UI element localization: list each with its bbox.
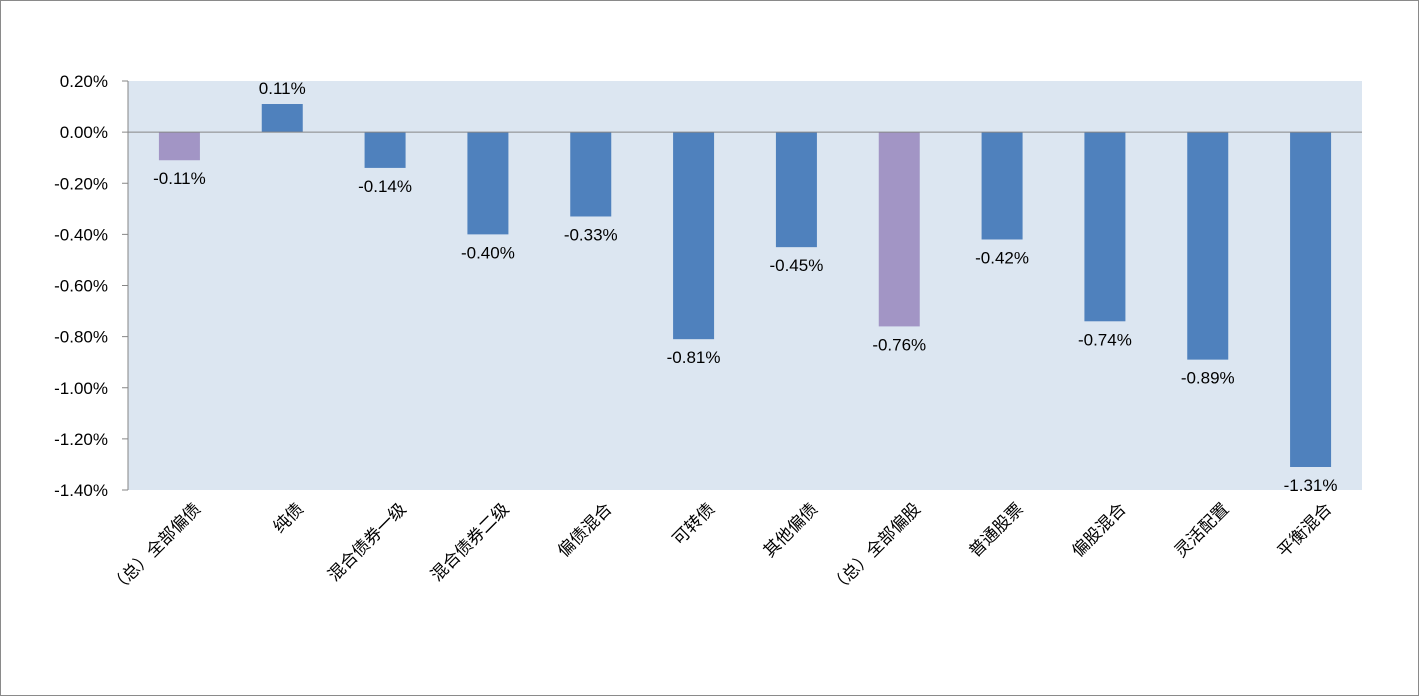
data-label: -0.76% — [872, 335, 926, 354]
category-label: 混合债券二级 — [427, 499, 513, 585]
bar — [673, 132, 715, 340]
bar — [775, 132, 817, 248]
category-label: 灵活配置 — [1171, 499, 1233, 561]
data-label: -0.81% — [667, 348, 721, 367]
bar — [981, 132, 1023, 240]
bars — [158, 104, 1332, 467]
data-label: -0.14% — [358, 177, 412, 196]
y-tick-label: 0.20% — [60, 72, 108, 91]
category-label: 平衡混合 — [1274, 499, 1336, 561]
category-label: 可转债 — [669, 499, 719, 549]
bar — [261, 104, 303, 133]
data-label: -0.33% — [564, 225, 618, 244]
y-tick-label: -1.40% — [54, 481, 108, 500]
data-label: -0.40% — [461, 243, 515, 262]
category-label: 其他偏债 — [760, 499, 822, 561]
data-label: -0.11% — [153, 169, 206, 188]
y-tick-label: -0.20% — [54, 174, 108, 193]
category-labels: （总）全部偏债 纯债 混合债券一级 混合债券二级 偏债混合 可转债 其他偏债 （总）全部偏股普… — [107, 499, 1336, 597]
y-axis-ticks: 0.20% 0.00% -0.20% -0.40% -0.60% -0.80% -1.00%… — [54, 72, 128, 500]
data-label: -0.74% — [1078, 330, 1132, 349]
y-tick-label: -1.00% — [54, 379, 108, 398]
bar — [1187, 132, 1229, 360]
y-tick-label: -0.80% — [54, 328, 108, 347]
y-tick-label: -0.40% — [54, 225, 108, 244]
data-labels: -0.11% 0.11% -0.14% -0.40% -0.33% -0.81% -0.45… — [153, 79, 1337, 495]
bar — [1084, 132, 1126, 322]
bar — [878, 132, 920, 327]
data-label: -1.31% — [1284, 476, 1338, 495]
bar — [570, 132, 612, 217]
data-label: 0.11% — [259, 79, 306, 98]
bar — [1290, 132, 1332, 467]
bar — [158, 132, 200, 161]
category-label: （总）全部偏债 — [107, 499, 205, 597]
category-label: 偏债混合 — [554, 499, 616, 561]
data-label: -0.89% — [1181, 369, 1235, 388]
data-label: -0.42% — [975, 248, 1029, 267]
category-label: 纯债 — [270, 499, 308, 537]
y-tick-label: 0.00% — [60, 123, 108, 142]
category-label: 混合债券一级 — [324, 499, 410, 585]
category-label: （总）全部偏股 — [826, 499, 924, 597]
bar — [364, 132, 406, 168]
category-label: 普通股票 — [965, 499, 1027, 561]
y-tick-label: -1.20% — [54, 430, 108, 449]
plot-area — [128, 81, 1362, 490]
category-label: 偏股混合 — [1068, 499, 1130, 561]
data-label: -0.45% — [769, 256, 823, 275]
bar — [467, 132, 509, 235]
y-tick-label: -0.60% — [54, 277, 108, 296]
